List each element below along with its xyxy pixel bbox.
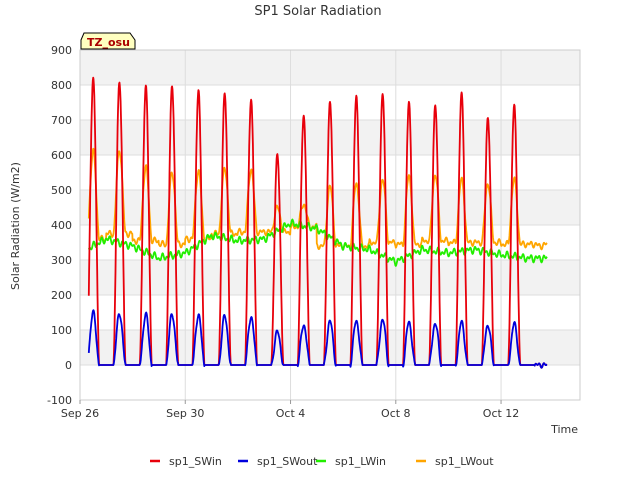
y-ticks: -100 0 100 200 300 400 500 600 700 800 900 [47,44,72,407]
series-line-sp1_LWin [87,218,548,267]
y-tick-label: 400 [51,219,72,232]
x-tick-label: Sep 30 [166,407,204,420]
x-tick-label: Oct 4 [276,407,306,420]
y-tick-label: 700 [51,114,72,127]
legend-label-sp1_LWin: sp1_LWin [335,455,386,468]
site-badge-text: TZ_osu [87,36,130,49]
plot-band [80,260,580,295]
y-axis-label: Solar Radiation (W/m2) [9,162,22,290]
legend-label-sp1_LWout: sp1_LWout [435,455,494,468]
y-tick-label: 500 [51,184,72,197]
legend: sp1_SWin sp1_SWout sp1_LWin sp1_LWout [150,455,494,468]
site-badge-box [80,32,136,50]
series-line-sp1_SWout [87,309,548,369]
series-line-sp1_LWout [87,147,548,251]
y-tick-label: 600 [51,149,72,162]
y-tick-label: 800 [51,79,72,92]
y-tick-label: -100 [47,394,72,407]
y-tick-label: 200 [51,289,72,302]
series-layer [87,76,548,369]
plot-band [80,365,580,400]
x-tick-label: Sep 26 [61,407,99,420]
legend-label-sp1_SWin: sp1_SWin [169,455,222,468]
y-tick-label: 300 [51,254,72,267]
y-tick-label: 100 [51,324,72,337]
site-badge: TZ_osu [80,32,136,50]
y-tick-label: 0 [65,359,72,372]
plot-band [80,155,580,190]
x-tick-label: Oct 8 [381,407,411,420]
x-axis-label: Time [550,423,578,436]
plot-band [80,50,580,85]
x-tick-label: Oct 12 [483,407,520,420]
plot-frame [79,49,581,401]
y-tick-label: 900 [51,44,72,57]
legend-label-sp1_SWout: sp1_SWout [257,455,318,468]
plot-band [80,120,580,155]
plot-band [80,330,580,365]
plot-band [80,295,580,330]
x-ticks: Sep 26 Sep 30 Oct 4 Oct 8 Oct 12 [61,400,519,420]
plot-band [80,190,580,225]
chart-title: SP1 Solar Radiation [254,4,381,19]
